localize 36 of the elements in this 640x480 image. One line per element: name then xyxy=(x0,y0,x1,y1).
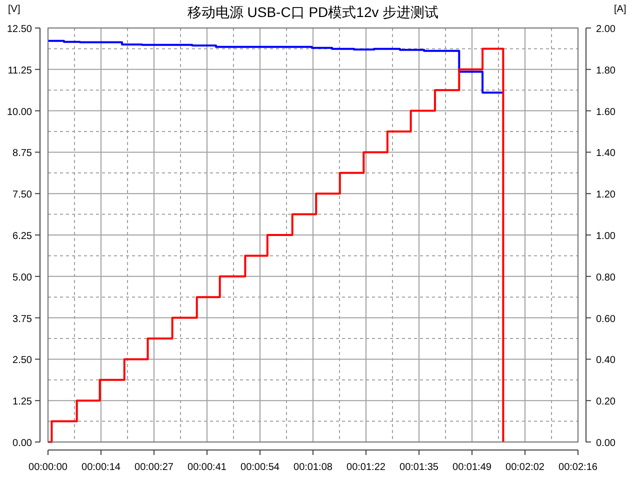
y2-axis-title: [A] xyxy=(614,4,626,15)
y2-tick-label: 1.40 xyxy=(596,148,616,160)
y2-tick-label: 1.20 xyxy=(596,190,616,201)
y2-tick-label: 0.60 xyxy=(596,314,616,325)
y-tick-label: 11.25 xyxy=(8,65,32,76)
x-tick-label: 00:01:22 xyxy=(346,462,386,473)
y-tick-label: 7.50 xyxy=(12,190,32,201)
y2-tick-label: 1.80 xyxy=(596,65,616,76)
y2-tick-label: 0.00 xyxy=(596,438,616,449)
x-tick-label: 00:00:00 xyxy=(28,462,68,473)
y2-tick-label: 0.20 xyxy=(596,396,616,408)
x-tick-label: 00:01:35 xyxy=(400,462,439,473)
y2-tick-label: 2.00 xyxy=(596,24,616,35)
x-tick-label: 00:00:27 xyxy=(134,462,174,473)
y-tick-label: 10.00 xyxy=(6,106,32,118)
chart-title: 移动电源 USB-C口 PD模式12v 步进测试 xyxy=(187,4,439,20)
x-tick-label: 00:00:54 xyxy=(240,462,280,473)
y-tick-label: 8.75 xyxy=(12,148,32,160)
x-tick-label: 00:01:49 xyxy=(452,462,492,473)
x-tick-label: 00:00:14 xyxy=(82,462,121,473)
y2-tick-label: 1.00 xyxy=(596,231,616,242)
y-tick-label: 12.50 xyxy=(6,24,32,35)
y2-tick-label: 0.80 xyxy=(596,272,616,284)
y-tick-label: 1.25 xyxy=(12,396,32,408)
y-axis-title: [V] xyxy=(8,4,20,15)
y2-tick-label: 1.60 xyxy=(596,106,616,118)
x-tick-label: 00:00:41 xyxy=(188,462,227,473)
y-tick-label: 2.50 xyxy=(12,355,32,366)
y-tick-label: 5.00 xyxy=(12,272,32,284)
y-tick-label: 6.25 xyxy=(12,231,32,242)
x-tick-label: 00:02:16 xyxy=(558,462,598,473)
y2-tick-label: 0.40 xyxy=(596,355,616,366)
x-tick-label: 00:02:02 xyxy=(506,462,545,473)
x-tick-label: 00:01:08 xyxy=(294,462,333,473)
y-tick-label: 3.75 xyxy=(12,314,32,325)
y-tick-label: 0.00 xyxy=(12,438,32,449)
